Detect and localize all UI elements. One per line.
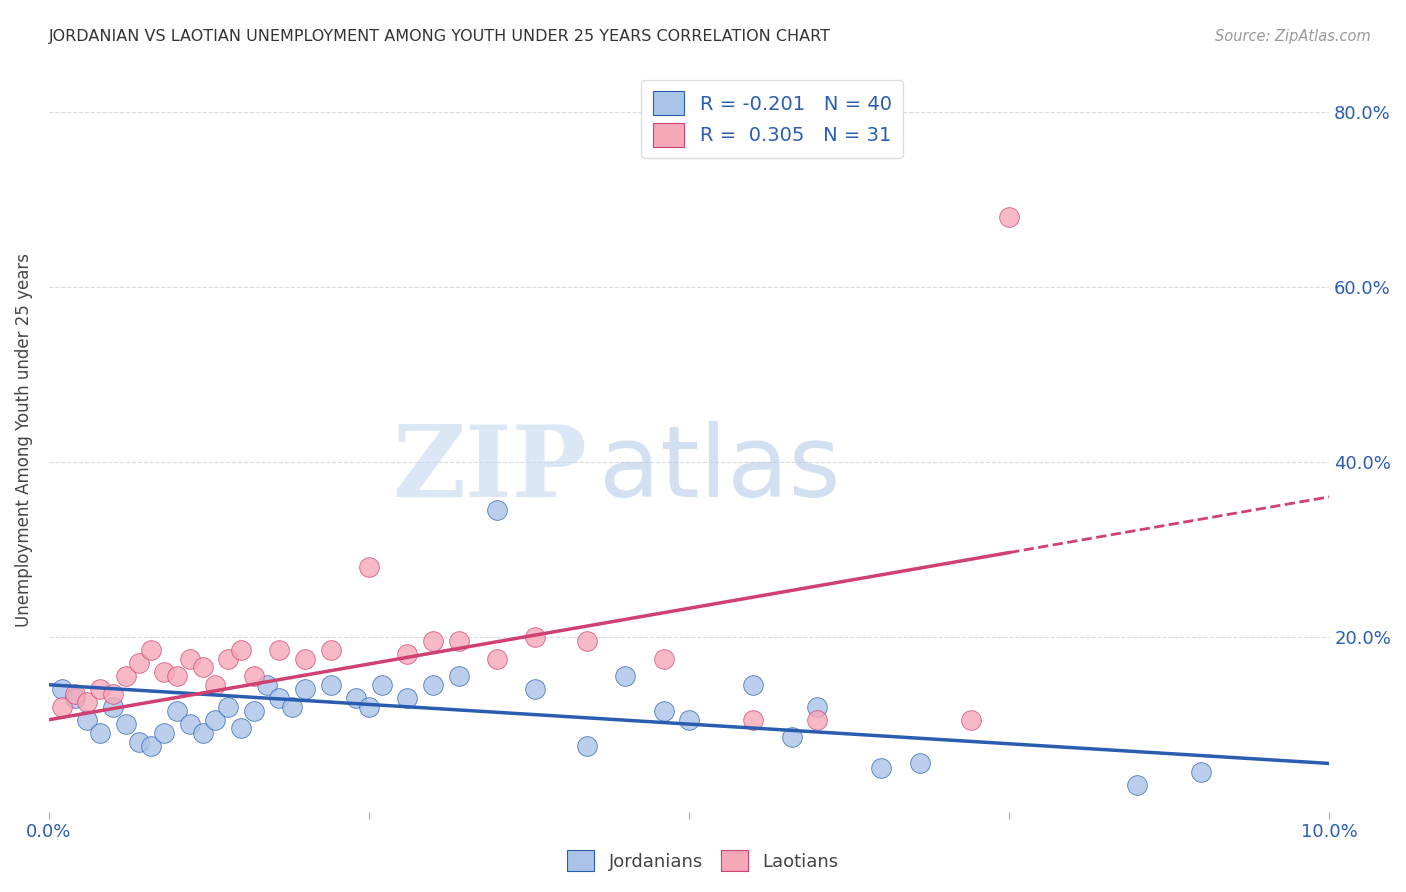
Point xyxy=(217,699,239,714)
Text: Source: ZipAtlas.com: Source: ZipAtlas.com xyxy=(1215,29,1371,44)
Point xyxy=(396,690,419,705)
Point xyxy=(486,651,509,665)
Point xyxy=(166,669,188,683)
Point xyxy=(652,704,675,718)
Point xyxy=(998,210,1021,224)
Point xyxy=(806,699,828,714)
Point xyxy=(153,726,176,740)
Point xyxy=(269,690,291,705)
Point xyxy=(243,669,266,683)
Point xyxy=(153,665,176,679)
Point xyxy=(217,651,239,665)
Point xyxy=(652,651,675,665)
Point xyxy=(575,634,598,648)
Point xyxy=(191,726,214,740)
Point xyxy=(89,726,111,740)
Legend: R = -0.201   N = 40, R =  0.305   N = 31: R = -0.201 N = 40, R = 0.305 N = 31 xyxy=(641,79,903,158)
Point xyxy=(319,642,342,657)
Y-axis label: Unemployment Among Youth under 25 years: Unemployment Among Youth under 25 years xyxy=(15,253,32,627)
Point xyxy=(294,682,316,697)
Point xyxy=(191,660,214,674)
Point xyxy=(524,682,547,697)
Point xyxy=(447,634,470,648)
Point xyxy=(908,756,931,771)
Legend: Jordanians, Laotians: Jordanians, Laotians xyxy=(560,843,846,879)
Point xyxy=(141,739,163,753)
Point xyxy=(63,690,86,705)
Point xyxy=(396,647,419,661)
Point xyxy=(141,642,163,657)
Point xyxy=(806,713,828,727)
Point xyxy=(63,686,86,700)
Text: atlas: atlas xyxy=(599,421,841,518)
Point xyxy=(422,634,444,648)
Text: ZIP: ZIP xyxy=(392,421,586,518)
Point xyxy=(319,678,342,692)
Point xyxy=(256,678,278,692)
Point xyxy=(742,678,765,692)
Point xyxy=(243,704,266,718)
Point xyxy=(204,713,226,727)
Point xyxy=(1126,778,1149,792)
Point xyxy=(678,713,700,727)
Point xyxy=(179,717,201,731)
Point xyxy=(780,730,803,744)
Point xyxy=(294,651,316,665)
Point xyxy=(344,690,367,705)
Point xyxy=(1189,765,1212,780)
Point xyxy=(128,656,150,670)
Point xyxy=(114,717,136,731)
Point xyxy=(422,678,444,692)
Point xyxy=(89,682,111,697)
Point xyxy=(357,699,380,714)
Point xyxy=(179,651,201,665)
Point xyxy=(101,686,124,700)
Point xyxy=(575,739,598,753)
Point xyxy=(486,503,509,517)
Text: JORDANIAN VS LAOTIAN UNEMPLOYMENT AMONG YOUTH UNDER 25 YEARS CORRELATION CHART: JORDANIAN VS LAOTIAN UNEMPLOYMENT AMONG … xyxy=(49,29,831,44)
Point xyxy=(51,699,73,714)
Point xyxy=(128,734,150,748)
Point xyxy=(51,682,73,697)
Point xyxy=(166,704,188,718)
Point xyxy=(371,678,394,692)
Point xyxy=(204,678,226,692)
Point xyxy=(447,669,470,683)
Point xyxy=(76,713,98,727)
Point xyxy=(101,699,124,714)
Point xyxy=(742,713,765,727)
Point xyxy=(357,559,380,574)
Point xyxy=(870,761,893,775)
Point xyxy=(614,669,637,683)
Point xyxy=(269,642,291,657)
Point xyxy=(524,630,547,644)
Point xyxy=(76,695,98,709)
Point xyxy=(229,642,252,657)
Point xyxy=(229,722,252,736)
Point xyxy=(281,699,304,714)
Point xyxy=(114,669,136,683)
Point xyxy=(959,713,981,727)
